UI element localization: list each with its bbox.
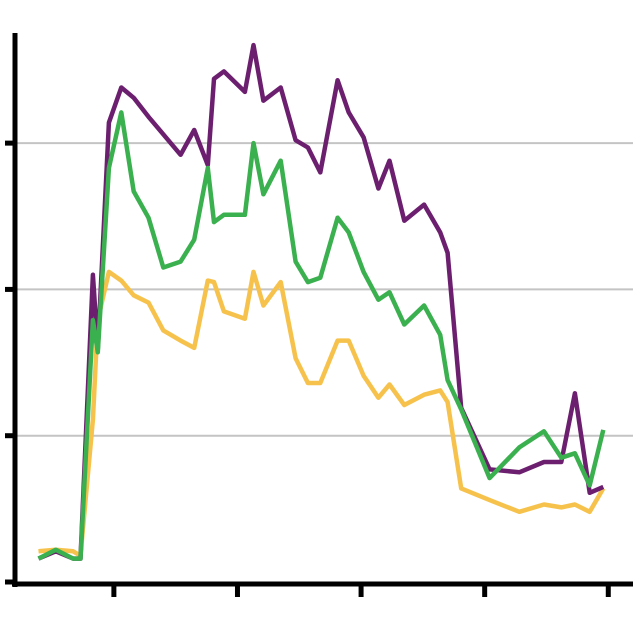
data-line <box>37 110 606 561</box>
data-line <box>38 269 606 558</box>
